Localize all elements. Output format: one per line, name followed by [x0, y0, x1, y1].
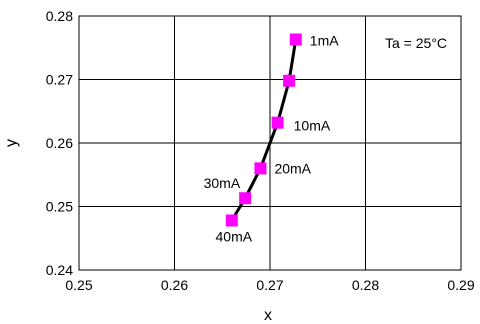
tick-labels: 0.25 0.26 0.27 0.28 0.290.240.250.260.270.28 — [46, 8, 475, 293]
data-point-marker — [225, 214, 238, 227]
plot-frame — [78, 15, 462, 271]
data-point-marker — [239, 192, 252, 205]
temperature-annotation: Ta = 25°C — [385, 35, 447, 51]
point-labels: 1mA 10mA 20mA 30mA 40mA — [204, 32, 340, 244]
x-tick-label: 0.28 — [352, 277, 379, 293]
data-series — [225, 33, 302, 227]
y-axis-label: y — [3, 139, 20, 147]
x-tick-label: 0.29 — [447, 277, 474, 293]
x-tick-label: 0.26 — [161, 277, 188, 293]
data-point-label: 10mA — [294, 118, 331, 134]
data-point-marker — [254, 162, 267, 175]
data-point-marker — [289, 33, 302, 46]
y-tick-label: 0.27 — [46, 72, 73, 88]
y-tick-label: 0.28 — [46, 8, 73, 24]
data-point-label: 30mA — [204, 175, 241, 191]
data-point-label: 40mA — [216, 228, 253, 244]
data-point-label: 20mA — [274, 160, 311, 176]
x-tick-label: 0.25 — [65, 277, 92, 293]
x-axis-label: x — [264, 307, 272, 324]
data-point-marker — [271, 116, 284, 129]
y-tick-label: 0.26 — [46, 135, 73, 151]
x-tick-label: 0.27 — [256, 277, 283, 293]
data-point-label: 1mA — [310, 32, 339, 48]
data-point-marker — [283, 74, 296, 87]
y-tick-label: 0.25 — [46, 199, 73, 215]
grid — [78, 15, 462, 271]
y-tick-label: 0.24 — [46, 262, 73, 278]
